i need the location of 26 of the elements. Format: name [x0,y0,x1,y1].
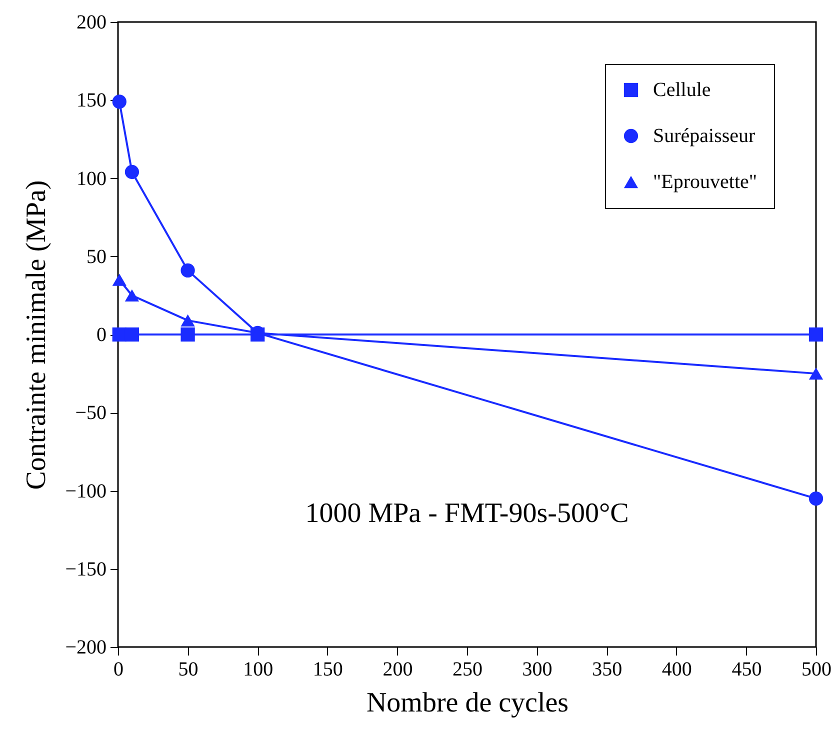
x-tick-label: 350 [592,658,622,680]
legend-label: Surépaisseur [653,125,756,147]
y-tick-label: 150 [76,90,106,112]
x-tick-label: 450 [732,658,762,680]
y-tick-label: −50 [75,402,106,424]
y-tick-label: 200 [76,12,106,34]
x-tick-label: 100 [243,658,274,680]
x-tick-label: 200 [382,658,413,680]
x-tick-label: 500 [802,658,832,680]
x-tick-label: 150 [312,658,343,680]
x-tick-label: 0 [114,658,124,680]
y-tick-label: −150 [65,558,106,580]
y-tick-label: 0 [96,324,106,346]
legend-label: "Eprouvette" [653,171,758,193]
y-tick-label: 100 [76,168,106,190]
annotation: 1000 MPa - FMT-90s-500°C [305,498,629,529]
x-tick-label: 300 [522,658,552,680]
y-tick-label: −100 [65,480,106,502]
x-tick-label: 400 [662,658,692,680]
x-axis-title: Nombre de cycles [366,688,569,718]
x-tick-label: 50 [178,658,198,680]
legend-label: Cellule [653,79,711,101]
y-tick-label: −200 [65,636,106,658]
y-axis-title: Contrainte minimale (MPa) [21,180,52,490]
x-tick-label: 250 [452,658,482,680]
y-tick-label: 50 [86,246,106,268]
